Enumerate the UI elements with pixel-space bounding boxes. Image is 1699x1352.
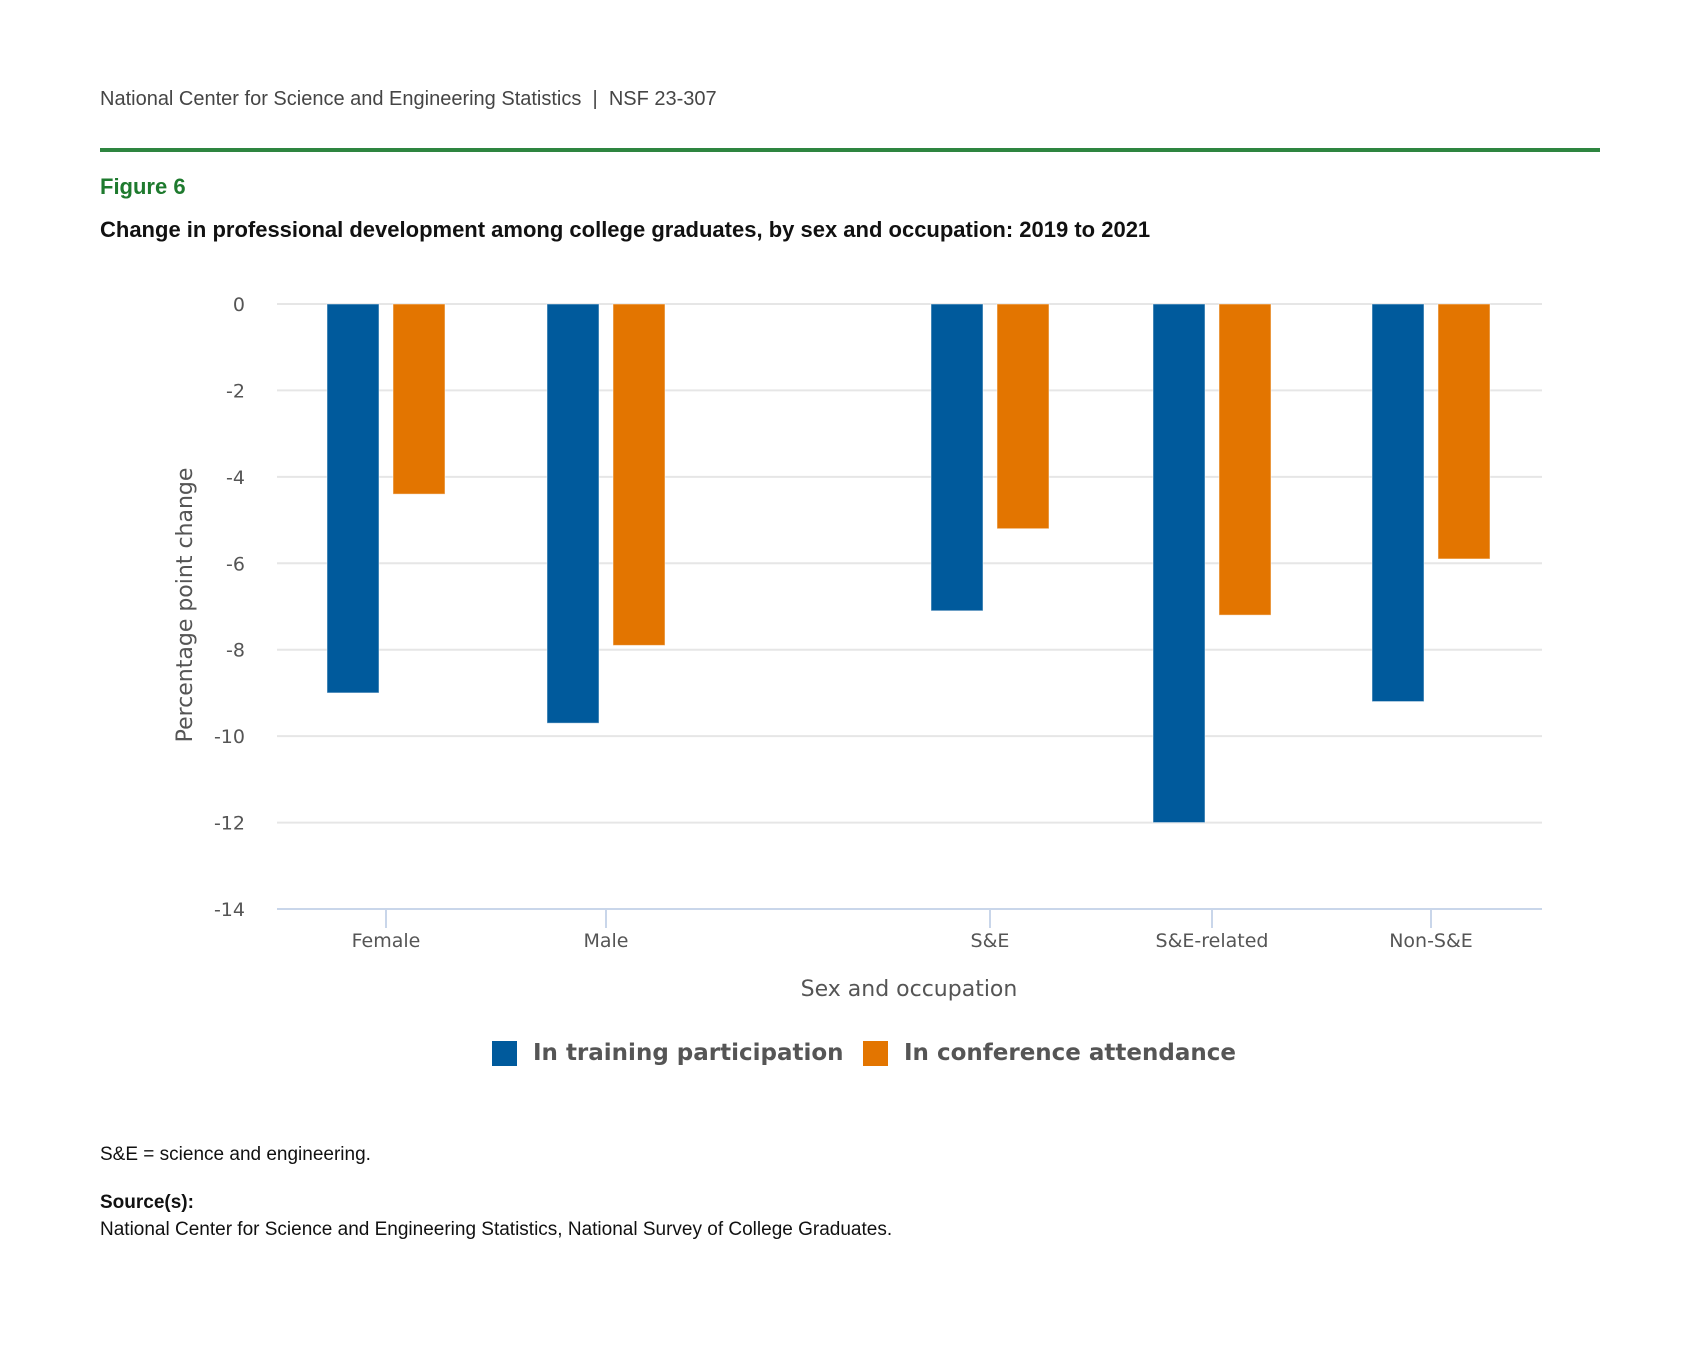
y-tick-label: -6 (226, 553, 245, 575)
figure-title: Change in professional development among… (100, 217, 1151, 242)
bar-conference-non-s-e[interactable] (1437, 303, 1491, 560)
gridlines (277, 303, 1542, 824)
header-separator: | (592, 88, 598, 110)
bar-conference-female[interactable] (392, 303, 446, 495)
legend: In training participation In conference … (0, 1038, 1699, 1068)
y-tick-label: 0 (233, 294, 245, 316)
bar-training-s-e-related[interactable] (1152, 303, 1206, 824)
legend-swatch-conference (863, 1040, 888, 1066)
report-header: National Center for Science and Engineer… (100, 88, 717, 111)
x-tick-label: Non-S&E (1389, 930, 1473, 952)
y-tick-label: -8 (226, 640, 245, 662)
figure-label: Figure 6 (100, 174, 186, 199)
bars (326, 303, 1491, 824)
x-axis-ticks: Female Male S&E S&E-related Non-S&E (352, 909, 1473, 952)
y-tick-label: -4 (226, 467, 245, 489)
bar-conference-s-e-related[interactable] (1218, 303, 1272, 616)
legend-item-conference[interactable]: In conference attendance (863, 1038, 1236, 1068)
bar-training-s-e[interactable] (930, 303, 984, 612)
header-rule (100, 148, 1600, 152)
legend-item-training[interactable]: In training participation (492, 1038, 844, 1068)
bar-conference-s-e[interactable] (996, 303, 1050, 530)
source-text: National Center for Science and Engineer… (100, 1219, 893, 1240)
legend-label-conference: In conference attendance (904, 1040, 1236, 1066)
org-name: National Center for Science and Engineer… (100, 88, 582, 110)
legend-swatch-training (492, 1040, 517, 1066)
y-tick-label: -10 (214, 726, 245, 748)
x-tick-label: Female (352, 930, 421, 952)
bar-conference-male[interactable] (612, 303, 666, 646)
legend-label-training: In training participation (533, 1040, 844, 1066)
bar-training-non-s-e[interactable] (1371, 303, 1425, 703)
y-tick-label: -2 (226, 380, 245, 402)
y-axis-ticks: 0 -2 -4 -6 -8 -10 -12 -14 (214, 294, 245, 921)
source-label: Source(s): (100, 1192, 194, 1213)
y-tick-label: -12 (214, 813, 245, 835)
x-tick-label: S&E-related (1156, 930, 1269, 952)
x-tick-label: Male (583, 930, 628, 952)
bar-chart: 0 -2 -4 -6 -8 -10 -12 -14 Female Male S&E S&E-rela… (173, 294, 1542, 1002)
x-axis-title: Sex and occupation (801, 977, 1018, 1002)
bar-training-female[interactable] (326, 303, 380, 694)
footnote: S&E = science and engineering. (100, 1144, 371, 1165)
report-id: NSF 23-307 (608, 88, 717, 110)
y-axis-title: Percentage point change (173, 468, 198, 743)
bar-training-male[interactable] (546, 303, 600, 724)
y-tick-label: -14 (214, 899, 245, 921)
x-tick-label: S&E (971, 930, 1010, 952)
